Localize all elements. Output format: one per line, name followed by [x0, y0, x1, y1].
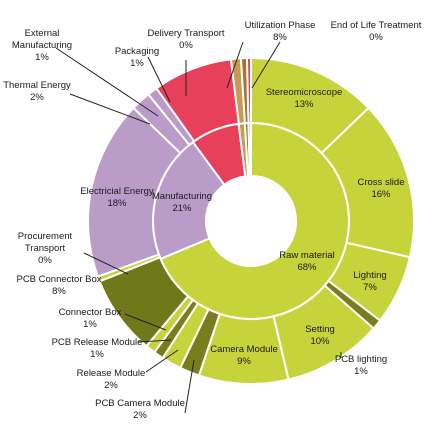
- label-utilization-phase-name: Utilization Phase: [245, 20, 316, 31]
- outer-segment-end-of-life-treatment: [245, 56, 252, 125]
- label-pcb-release-module-name: PCB Release Module: [52, 337, 143, 348]
- labels: Stereomicroscope 13% Cross slide 16% Lig…: [3, 20, 422, 421]
- label-delivery-transport-value: 0%: [179, 40, 193, 51]
- leader-line-external-manufacturing: [55, 47, 159, 117]
- label-packaging-name: Packaging: [115, 46, 159, 57]
- leader-line-utilization-phase: [226, 41, 244, 89]
- label-connector-box-value: 1%: [83, 319, 97, 330]
- label-lighting-value: 7%: [363, 282, 377, 293]
- label-thermal-energy-name: Thermal Energy: [3, 80, 71, 91]
- label-pcb-connector-box-name: PCB Connector Box: [16, 274, 101, 285]
- inner-segment-end-of-life-treatment: [247, 121, 252, 178]
- label-manufacturing-value: 21%: [172, 203, 192, 214]
- label-raw-material-name: Raw material: [279, 250, 334, 261]
- label-procurement-transport-name-1: Procurement: [18, 231, 73, 242]
- label-pcb-lighting-value: 1%: [354, 366, 368, 377]
- label-lighting-name: Lighting: [353, 270, 386, 281]
- leader-lines: [55, 41, 342, 414]
- label-external-manufacturing-name-2: Manufacturing: [12, 40, 72, 51]
- inner-ring: [152, 121, 350, 320]
- label-release-module-name: Release Module: [77, 368, 146, 379]
- leader-line-pcb-release-module: [137, 339, 172, 343]
- label-pcb-release-module-value: 1%: [90, 349, 104, 360]
- label-stereomicroscope-value: 13%: [294, 99, 314, 110]
- leader-line-connector-box: [124, 313, 167, 331]
- label-release-module-value: 2%: [104, 380, 118, 391]
- leader-line-thermal-energy: [69, 93, 151, 125]
- leader-line-procurement-transport: [83, 252, 129, 275]
- label-procurement-transport-value: 0%: [38, 255, 52, 266]
- label-raw-material-value: 68%: [297, 262, 317, 273]
- label-electrical-energy-value: 18%: [107, 198, 127, 209]
- label-end-of-life-name: End of Life Treatment: [331, 20, 422, 31]
- label-external-manufacturing-name-1: External: [25, 28, 60, 39]
- label-setting-name: Setting: [305, 324, 335, 335]
- leader-line-end-of-life: [251, 41, 281, 89]
- label-pcb-camera-module-value: 2%: [133, 410, 147, 421]
- label-manufacturing-name: Manufacturing: [152, 191, 212, 202]
- leader-line-pcb-camera-module: [184, 359, 195, 414]
- label-thermal-energy-value: 2%: [30, 92, 44, 103]
- label-camera-module-name: Camera Module: [210, 344, 278, 355]
- label-stereomicroscope-name: Stereomicroscope: [266, 87, 343, 98]
- label-cross-slide-name: Cross slide: [358, 177, 405, 188]
- label-procurement-transport-name-2: Transport: [25, 243, 66, 254]
- donut-hole: [208, 178, 294, 264]
- outer-ring: [87, 56, 415, 385]
- leader-line-release-module: [145, 349, 179, 373]
- label-pcb-connector-box-value: 8%: [52, 286, 66, 297]
- label-packaging-value: 1%: [130, 58, 144, 69]
- label-utilization-phase-value: 8%: [273, 32, 287, 43]
- label-end-of-life-value: 0%: [369, 32, 383, 43]
- label-setting-value: 10%: [310, 336, 330, 347]
- leader-line-packaging: [147, 56, 171, 103]
- label-connector-box-name: Connector Box: [59, 307, 122, 318]
- label-pcb-lighting-name: PCB lighting: [335, 354, 387, 365]
- label-pcb-camera-module-name: PCB Camera Module: [95, 398, 185, 409]
- label-delivery-transport-name: Delivery Transport: [147, 28, 224, 39]
- label-camera-module-value: 9%: [237, 356, 251, 367]
- label-electrical-energy-name: Electricial Energy: [80, 186, 154, 197]
- label-external-manufacturing-value: 1%: [35, 52, 49, 63]
- label-cross-slide-value: 16%: [371, 189, 391, 200]
